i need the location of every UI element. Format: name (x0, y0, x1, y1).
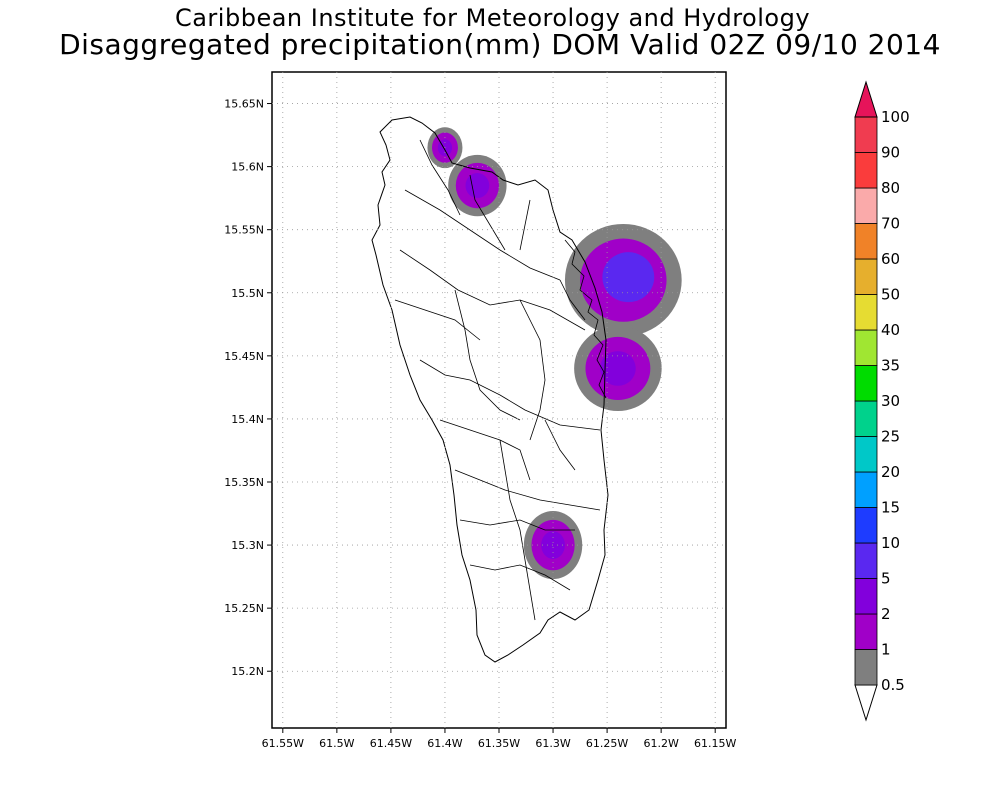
y-tick-label: 15.45N (224, 350, 264, 363)
colorbar-segment (854, 507, 878, 544)
x-tick-label: 61.5W (319, 737, 354, 750)
latitude-ticks: 15.65N 15.6N 15.55N 15.5N 15.45N 15.4N 15.35N 1… (224, 98, 272, 678)
grid-lines (272, 72, 726, 728)
dominica-coastline (371, 116, 609, 663)
colorbar-label: 80 (881, 179, 900, 197)
colorbar-segment (854, 294, 878, 331)
x-tick-label: 61.25W (586, 737, 628, 750)
colorbar-segment (854, 649, 878, 686)
colorbar-label: 10 (881, 534, 900, 552)
colorbar-label: 15 (881, 499, 900, 517)
x-tick-label: 61.15W (694, 737, 736, 750)
colorbar-label: 2 (881, 605, 891, 623)
y-tick-label: 15.25N (224, 602, 264, 615)
river-lines (394, 139, 601, 621)
colorbar-segment (854, 542, 878, 579)
colorbar-segment (854, 116, 878, 153)
colorbar-high-arrow (854, 80, 878, 118)
y-tick-label: 15.4N (231, 413, 264, 426)
y-tick-label: 15.2N (231, 665, 264, 678)
x-tick-label: 61.4W (427, 737, 462, 750)
colorbar-label: 50 (881, 286, 900, 304)
y-tick-label: 15.5N (231, 287, 264, 300)
precip-core (541, 531, 565, 559)
x-tick-label: 61.35W (478, 737, 520, 750)
colorbar-label: 100 (881, 108, 910, 126)
colorbar-label: 20 (881, 463, 900, 481)
x-tick-label: 61.55W (262, 737, 304, 750)
colorbar-label: 5 (881, 570, 891, 588)
colorbar-segment (854, 400, 878, 437)
x-tick-label: 61.3W (535, 737, 570, 750)
colorbar-segment (854, 436, 878, 473)
y-tick-label: 15.65N (224, 98, 264, 111)
colorbar-label: 60 (881, 250, 900, 268)
colorbar-label: 70 (881, 215, 900, 233)
x-tick-label: 61.2W (643, 737, 678, 750)
precipitation-layer (427, 127, 682, 580)
map-title: Caribbean Institute for Meteorology and … (174, 4, 811, 32)
colorbar-label: 25 (881, 428, 900, 446)
colorbar-segment (854, 471, 878, 508)
y-tick-label: 15.35N (224, 476, 264, 489)
colorbar-segment (854, 329, 878, 366)
island-outline (371, 116, 609, 663)
colorbar-segment (854, 578, 878, 615)
longitude-ticks: 61.55W 61.5W 61.45W 61.4W 61.35W 61.3W 61.25W 6… (262, 728, 736, 750)
colorbar-label: 40 (881, 321, 900, 339)
y-tick-label: 15.6N (231, 161, 264, 174)
colorbar-segment (854, 152, 878, 189)
y-tick-label: 15.55N (224, 224, 264, 237)
precip-core (600, 351, 636, 386)
colorbar-label: 90 (881, 144, 900, 162)
colorbar-segment (854, 258, 878, 295)
map-subtitle: Disaggregated precipitation(mm) DOM Vali… (59, 28, 941, 61)
y-tick-label: 15.3N (231, 539, 264, 552)
colorbar-segment (854, 223, 878, 260)
colorbar-label: 30 (881, 392, 900, 410)
colorbar-label: 35 (881, 357, 900, 375)
east-coast-detail (564, 239, 607, 399)
colorbar-label: 0.5 (881, 676, 905, 694)
precip-core (602, 252, 655, 303)
precip-core (465, 173, 490, 199)
x-tick-label: 61.45W (370, 737, 412, 750)
colorbar-segment (854, 365, 878, 402)
colorbar-segment (854, 187, 878, 224)
colorbar-label: 1 (881, 641, 891, 659)
colorbar-low-arrow (854, 684, 878, 722)
colorbar-segment (854, 613, 878, 650)
